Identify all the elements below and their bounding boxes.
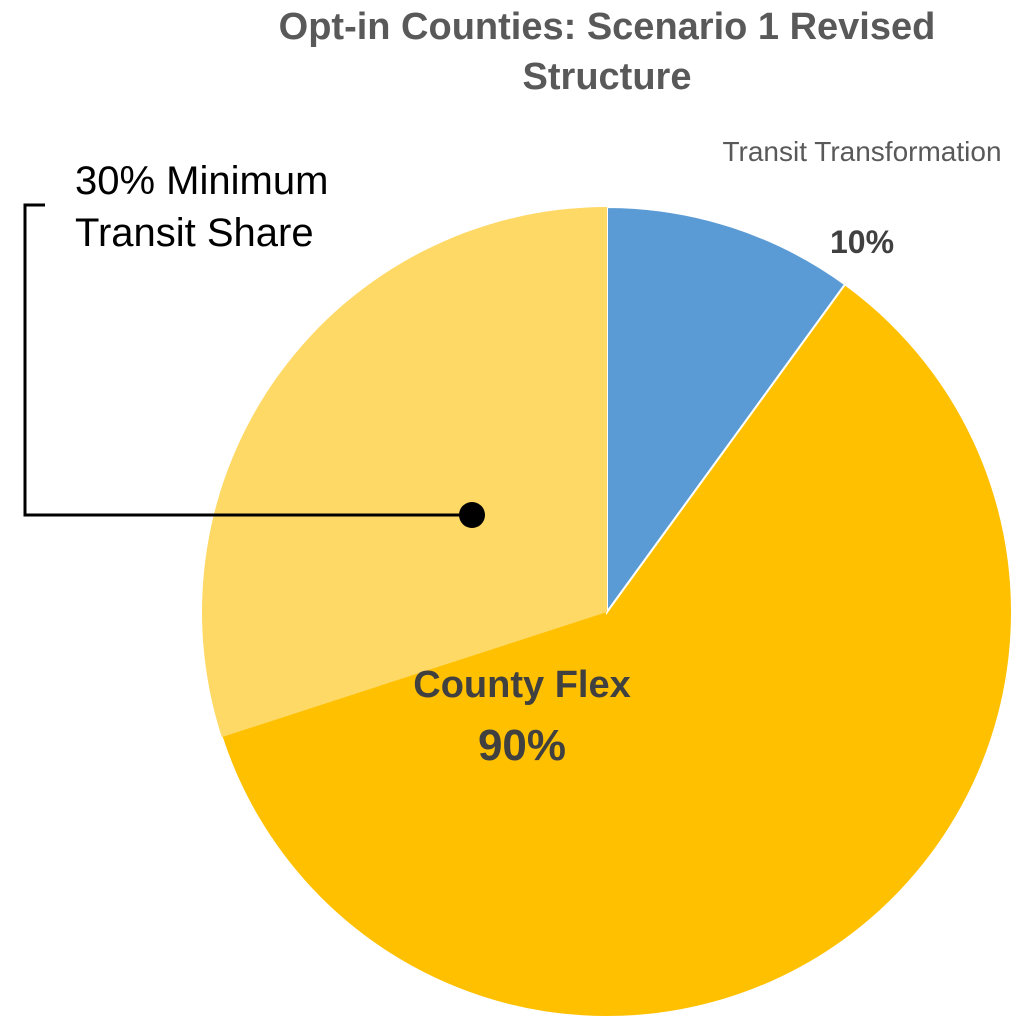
sub-slice — [201, 207, 607, 738]
callout-line — [23, 203, 472, 517]
callout-dot — [459, 502, 485, 528]
callout-label: 30% Minimum Transit Share — [75, 159, 329, 255]
slice — [606, 205, 847, 616]
value-label: 90% — [477, 721, 567, 770]
slice-label: Transit Transformation — [722, 136, 1002, 167]
chart-title: Opt-in Counties: Scenario 1 Revised Stru… — [278, 6, 936, 98]
value-label: 10% — [829, 224, 895, 260]
slice-label: County Flex — [413, 664, 631, 706]
